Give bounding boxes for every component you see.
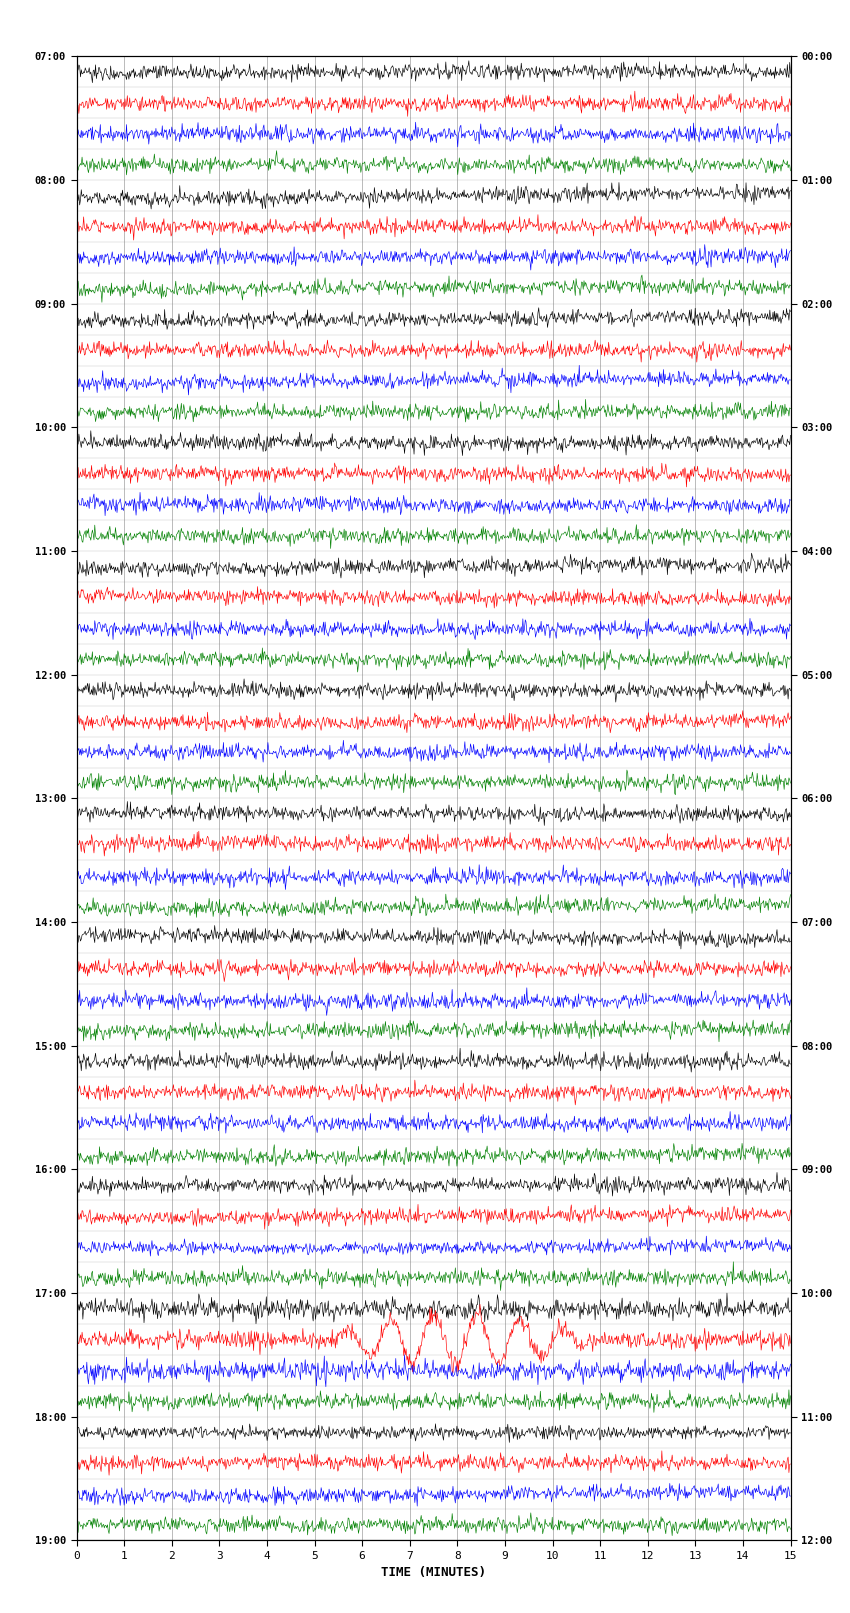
X-axis label: TIME (MINUTES): TIME (MINUTES)	[381, 1566, 486, 1579]
